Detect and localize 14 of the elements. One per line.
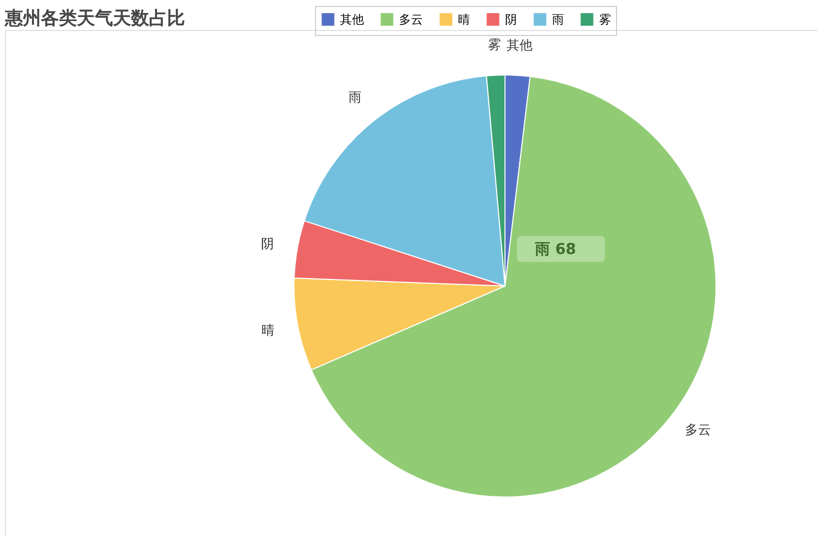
slice-label: 多云: [685, 423, 712, 438]
legend-label: 晴: [458, 12, 470, 26]
text: 惠州各类天气天数占比: [4, 8, 185, 29]
legend-label: 雾: [599, 12, 611, 26]
slice-label: 雨: [348, 90, 362, 106]
slice-label: 阴: [261, 236, 274, 252]
legend-label: 雨: [552, 12, 564, 26]
legend-label: 其他: [340, 12, 364, 26]
legend-label: 多云: [399, 12, 423, 26]
text: 雨 68: [534, 240, 576, 258]
slice-label: 晴: [262, 323, 275, 338]
legend-label: 阴: [505, 12, 517, 26]
slice-label: 雾: [488, 38, 501, 54]
slice-label: 其他: [506, 38, 532, 54]
